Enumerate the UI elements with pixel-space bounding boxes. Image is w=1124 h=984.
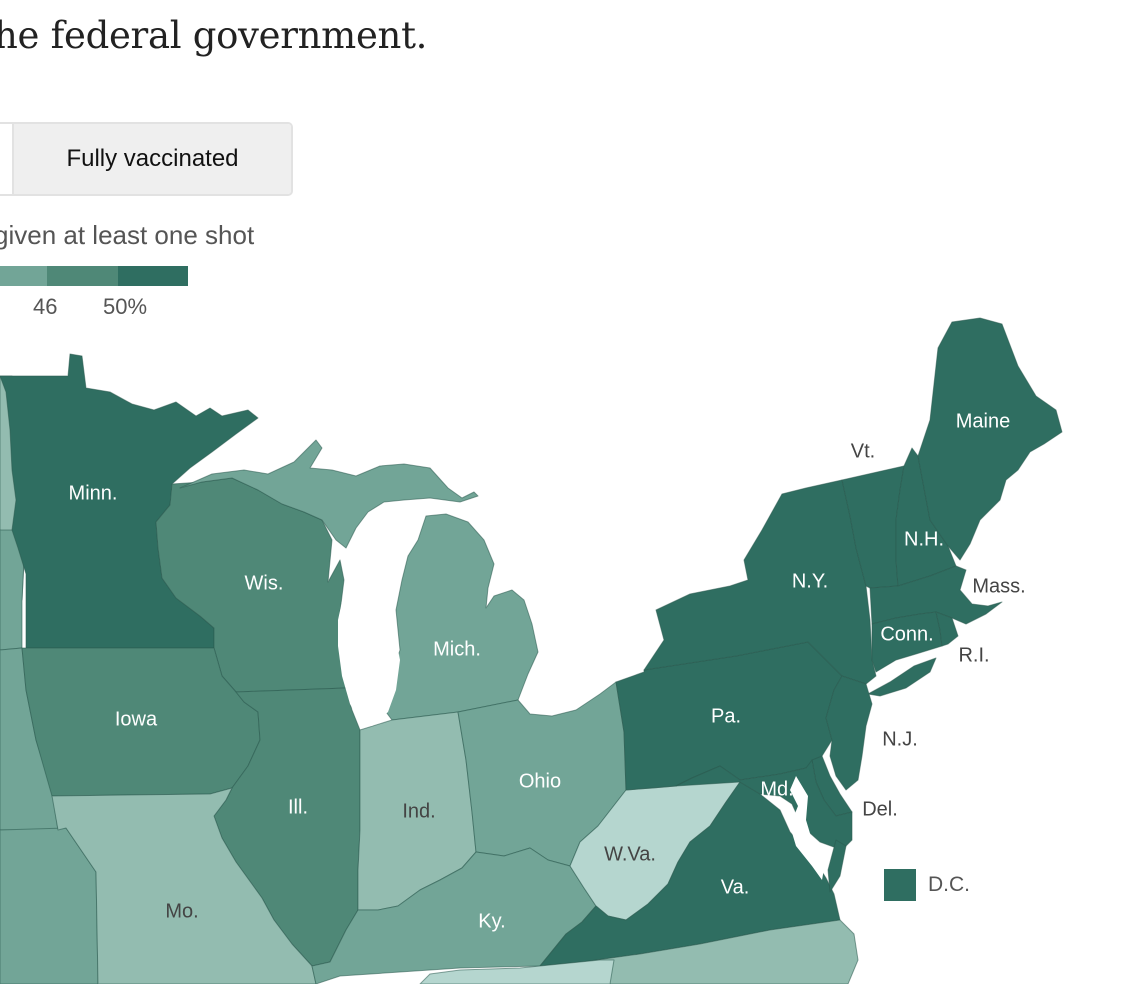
at-least-one-shot-button[interactable] [0,124,14,194]
legend-swatch-1 [0,266,47,286]
legend-title: given at least one shot [0,220,255,250]
new-jersey[interactable] [825,675,873,791]
dc-label: D.C. [928,873,970,896]
south-sliver[interactable] [419,959,615,984]
delmarva-shore[interactable] [827,839,847,893]
south-region[interactable] [539,919,859,984]
western-states [0,375,99,984]
chesapeake-bay [790,776,826,880]
dc-swatch[interactable] [884,869,916,901]
legend-swatch-3 [118,266,188,286]
fully-vaccinated-button[interactable]: Fully vaccinated [14,124,291,194]
legend-color-scale [0,266,188,286]
legend-swatch-2 [47,266,118,286]
michigan-upper[interactable] [179,439,479,549]
maine[interactable] [917,317,1063,561]
rhode-island[interactable] [935,611,959,647]
missouri[interactable] [51,787,317,984]
legend-tick-50: 50% [103,294,148,319]
long-island[interactable] [867,657,937,697]
lake-michigan [338,508,412,726]
headline: he federal government. [0,14,428,57]
legend-tick-46: 46 [33,294,58,319]
kentucky[interactable] [311,847,597,984]
vaccination-toggle: Fully vaccinated [0,122,293,196]
michigan[interactable] [379,513,539,721]
